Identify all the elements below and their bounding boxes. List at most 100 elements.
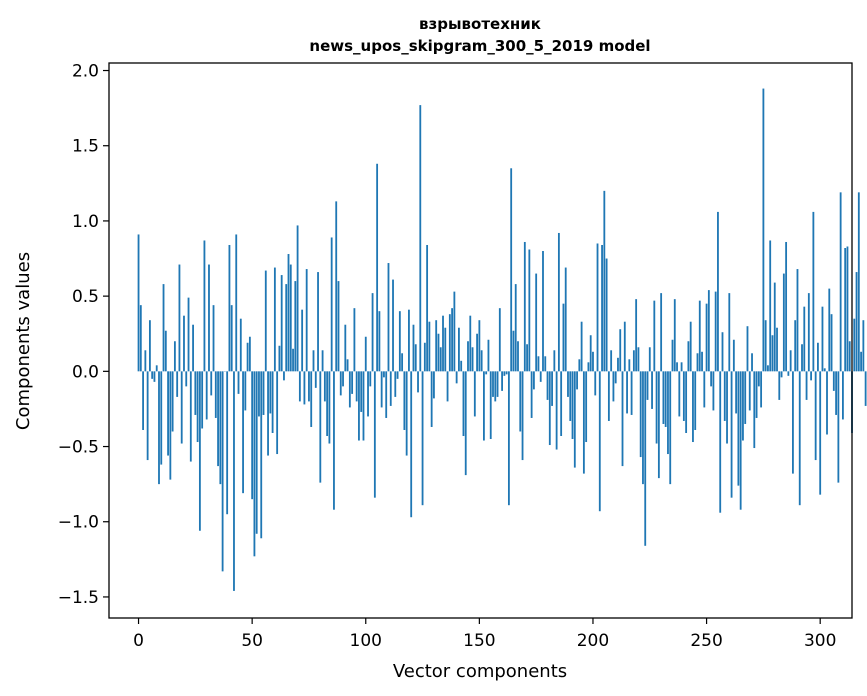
bar-component-299 [817,342,819,372]
bar-component-73 [303,371,306,405]
bar-component-276 [764,320,767,372]
bar-component-46 [242,371,244,494]
bar-component-88 [337,281,340,372]
bar-component-200 [592,351,594,372]
bar-component-129 [430,371,433,427]
bar-component-189 [567,371,569,397]
bar-component-141 [458,327,460,372]
bar-component-47 [244,371,247,411]
bar-component-265 [739,371,742,510]
bar-component-9 [158,371,160,485]
bar-component-169 [521,371,524,461]
bar-component-302 [823,368,826,372]
bar-component-22 [187,297,190,372]
bar-component-275 [762,88,765,372]
bar-component-4 [146,371,149,461]
bar-component-295 [807,293,810,372]
bar-component-236 [673,299,676,372]
bar-component-239 [680,362,683,372]
bar-component-202 [596,243,599,372]
bar-component-262 [732,339,735,372]
bar-component-311 [844,248,847,372]
bar-component-126 [423,342,426,372]
bar-component-65 [285,284,288,372]
bar-component-198 [587,362,590,372]
bar-component-60 [273,267,276,372]
bar-component-270 [751,353,753,372]
bar-component-57 [267,371,269,456]
bar-component-133 [439,347,442,372]
bar-component-109 [385,371,388,418]
bar-component-142 [460,360,463,372]
bar-component-231 [662,371,665,424]
chart-title-line2: news_upos_skipgram_300_5_2019 model [309,37,650,55]
x-axis-ticks: 0 50 100 150 200 250 300 [133,618,836,651]
bar-component-283 [780,371,783,378]
bar-component-148 [473,371,476,417]
bar-component-307 [835,371,838,415]
x-tick-label: 200 [577,631,609,651]
bar-component-137 [448,314,451,372]
bar-component-320 [864,371,867,406]
bar-component-149 [476,333,478,372]
bar-component-171 [526,344,528,372]
bar-component-254 [714,291,717,372]
bar-component-156 [492,371,494,397]
bar-component-221 [639,371,642,458]
bar-component-125 [421,371,424,506]
bar-component-203 [598,371,601,512]
bar-component-210 [614,371,617,384]
bar-component-207 [607,371,610,421]
bar-component-122 [414,344,417,372]
bar-component-98 [360,371,363,412]
bar-component-226 [651,371,653,409]
bar-component-260 [728,293,731,372]
bar-component-28 [201,371,204,429]
bar-component-269 [748,371,751,411]
bar-component-183 [553,350,556,372]
bar-component-45 [239,318,242,372]
bar-component-220 [637,347,640,372]
bar-component-59 [271,371,274,433]
bar-component-162 [505,371,508,375]
bar-component-197 [585,371,588,443]
bar-component-123 [417,371,419,393]
bar-component-103 [371,293,374,372]
bar-component-290 [796,269,799,372]
bar-component-237 [676,362,678,372]
bar-component-167 [517,341,519,372]
y-axis-label: Components values [13,252,34,430]
bar-component-30 [205,371,208,420]
bar-component-48 [246,342,249,372]
bar-component-61 [276,371,279,455]
bar-component-27 [198,371,201,531]
bar-component-119 [408,309,410,372]
bar-component-209 [612,371,615,402]
bar-component-105 [376,163,379,372]
bar-component-72 [301,309,304,372]
bar-component-21 [185,371,188,387]
bar-component-94 [351,371,354,394]
bar-component-206 [605,258,608,372]
bar-component-3 [144,350,147,372]
bar-component-107 [380,371,383,408]
bar-component-130 [433,371,435,399]
bar-component-199 [589,335,592,372]
bar-component-185 [557,232,560,372]
bar-component-23 [189,371,192,462]
bar-component-91 [344,324,347,372]
bar-component-179 [544,356,547,372]
bar-component-102 [369,371,372,387]
bar-component-33 [212,305,215,372]
bar-component-180 [546,371,549,400]
bar-component-128 [428,321,431,372]
bar-component-242 [687,341,690,372]
bar-component-42 [233,371,235,591]
y-tick-label: 0.0 [72,362,99,382]
bar-component-116 [401,353,404,372]
bar-component-281 [776,327,778,372]
bar-component-69 [294,281,297,372]
bar-component-99 [362,371,365,441]
bar-component-301 [821,306,824,372]
